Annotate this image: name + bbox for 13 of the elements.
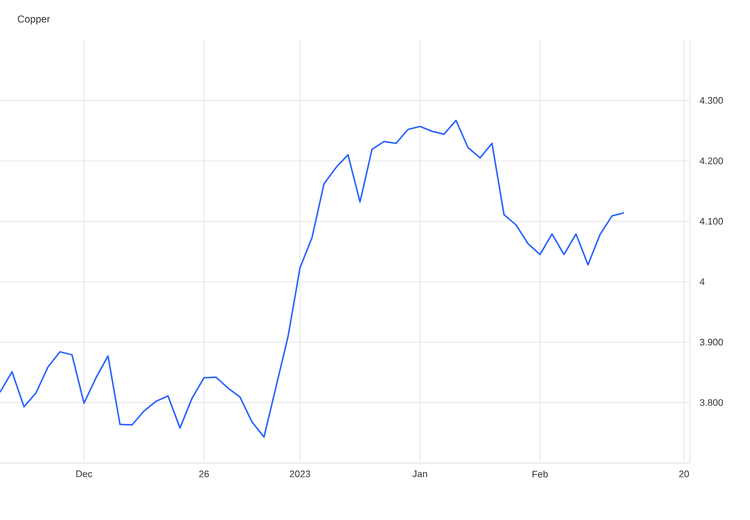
y-tick-label: 3.900 xyxy=(700,338,723,346)
x-tick-label: 20 xyxy=(679,470,689,478)
y-tick-label: 4.100 xyxy=(700,218,723,225)
x-tick-label: 26 xyxy=(199,470,209,478)
x-tick-label: Jan xyxy=(412,470,428,478)
x-tick-label: Feb xyxy=(532,470,548,478)
chart-title: Copper xyxy=(18,15,50,25)
y-tick-label: 4 xyxy=(700,278,705,285)
x-tick-label: 2023 xyxy=(290,470,310,478)
y-tick-label: 4.200 xyxy=(700,157,723,164)
y-tick-label: 3.800 xyxy=(700,399,723,406)
x-tick-label: Dec xyxy=(76,470,92,478)
y-tick-label: 4.300 xyxy=(700,97,723,104)
